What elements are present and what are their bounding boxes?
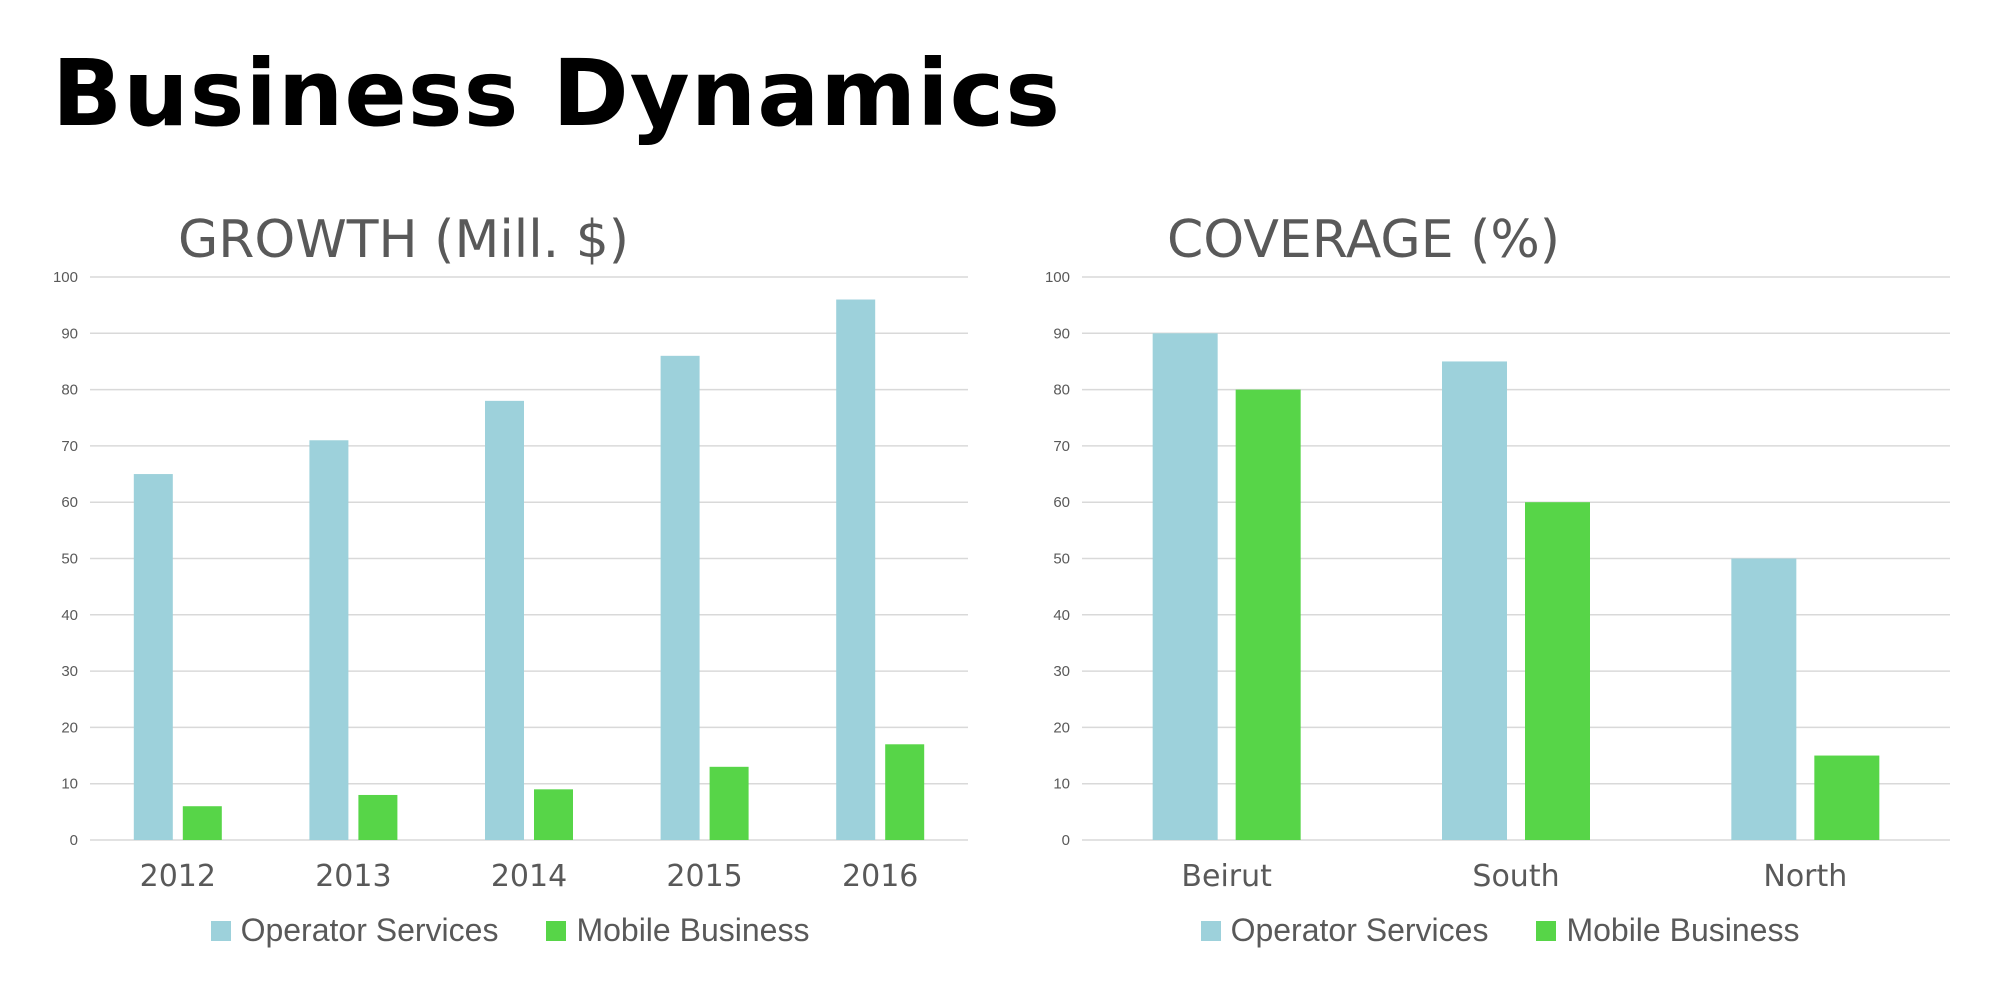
x-tick-label: North	[1763, 859, 1847, 894]
y-tick-label: 50	[61, 551, 78, 568]
y-tick-label: 20	[61, 719, 78, 736]
y-tick-label: 100	[53, 269, 78, 286]
legend-label-operator-services: Operator Services	[1230, 912, 1489, 948]
coverage-chart-legend: Operator Services Mobile Business	[1010, 912, 1990, 949]
legend-item-mobile-business: Mobile Business	[1536, 912, 1799, 949]
legend-item-operator-services: Operator Services	[210, 912, 499, 949]
x-tick-label: 2012	[140, 859, 216, 894]
bar-operator-services	[133, 474, 173, 840]
growth-chart-title: GROWTH (Mill. $)	[178, 210, 630, 270]
y-tick-label: 10	[61, 776, 78, 793]
y-tick-label: 80	[1053, 382, 1070, 399]
bar-mobile-business	[534, 789, 573, 840]
bar-mobile-business	[1235, 389, 1301, 840]
legend-swatch-mobile-business	[546, 920, 567, 941]
y-tick-label: 30	[61, 663, 78, 680]
x-tick-label: South	[1472, 859, 1559, 894]
x-tick-label: 2016	[842, 859, 918, 894]
y-tick-label: 0	[1062, 832, 1070, 849]
x-tick-label: 2013	[315, 859, 391, 894]
y-tick-label: 60	[61, 494, 78, 511]
page-title: Business Dynamics	[52, 40, 1061, 147]
y-tick-label: 60	[1053, 494, 1070, 511]
bar-mobile-business	[182, 806, 222, 840]
y-tick-label: 0	[70, 832, 78, 849]
legend-label-operator-services: Operator Services	[240, 912, 499, 948]
bar-mobile-business	[709, 766, 749, 840]
legend-swatch-operator-services	[1200, 920, 1221, 941]
y-tick-label: 80	[61, 382, 78, 399]
y-tick-label: 50	[1053, 551, 1070, 568]
legend-label-mobile-business: Mobile Business	[1566, 912, 1800, 948]
coverage-chart-title: COVERAGE (%)	[1167, 210, 1561, 270]
legend-item-mobile-business: Mobile Business	[546, 912, 809, 949]
coverage-chart: COVERAGE (%) 0 10 20 30 40 50 60 70 80 90 100 Beiru…	[1010, 190, 1990, 970]
y-tick-label: 40	[61, 607, 78, 624]
bar-mobile-business	[358, 794, 398, 840]
bar-operator-services	[309, 440, 349, 840]
y-tick-label: 10	[1053, 776, 1070, 793]
x-tick-label: 2014	[491, 859, 567, 894]
y-tick-label: 70	[61, 438, 78, 455]
bar-operator-services	[836, 299, 876, 840]
y-tick-label: 40	[1053, 607, 1070, 624]
bar-operator-services	[1152, 333, 1218, 840]
bar-mobile-business	[1525, 502, 1590, 840]
legend-item-operator-services: Operator Services	[1200, 912, 1489, 949]
y-tick-label: 90	[61, 325, 78, 342]
growth-chart: GROWTH (Mill. $) 0 10 20 30 40 50 60 70 80 90 100 2…	[20, 190, 1000, 970]
y-tick-label: 100	[1045, 269, 1070, 286]
y-tick-label: 70	[1053, 438, 1070, 455]
y-tick-label: 20	[1053, 719, 1070, 736]
bar-mobile-business	[1814, 755, 1880, 840]
y-tick-label: 90	[1053, 325, 1070, 342]
x-tick-label: 2015	[666, 859, 742, 894]
bar-operator-services	[1442, 361, 1507, 840]
bar-operator-services	[485, 400, 524, 840]
growth-chart-legend: Operator Services Mobile Business	[20, 912, 1000, 949]
bar-operator-services	[1731, 558, 1797, 840]
bar-mobile-business	[885, 744, 925, 840]
y-tick-label: 30	[1053, 663, 1070, 680]
x-tick-label: Beirut	[1181, 859, 1272, 894]
legend-swatch-mobile-business	[1536, 920, 1557, 941]
growth-chart-plot: 0 10 20 30 40 50 60 70 80 90 100 2012 2013 2014 2015 20…	[53, 269, 968, 894]
bar-operator-services	[660, 355, 700, 840]
legend-label-mobile-business: Mobile Business	[576, 912, 810, 948]
legend-swatch-operator-services	[210, 920, 231, 941]
coverage-chart-plot: 0 10 20 30 40 50 60 70 80 90 100 Beirut South North	[1045, 269, 1950, 894]
